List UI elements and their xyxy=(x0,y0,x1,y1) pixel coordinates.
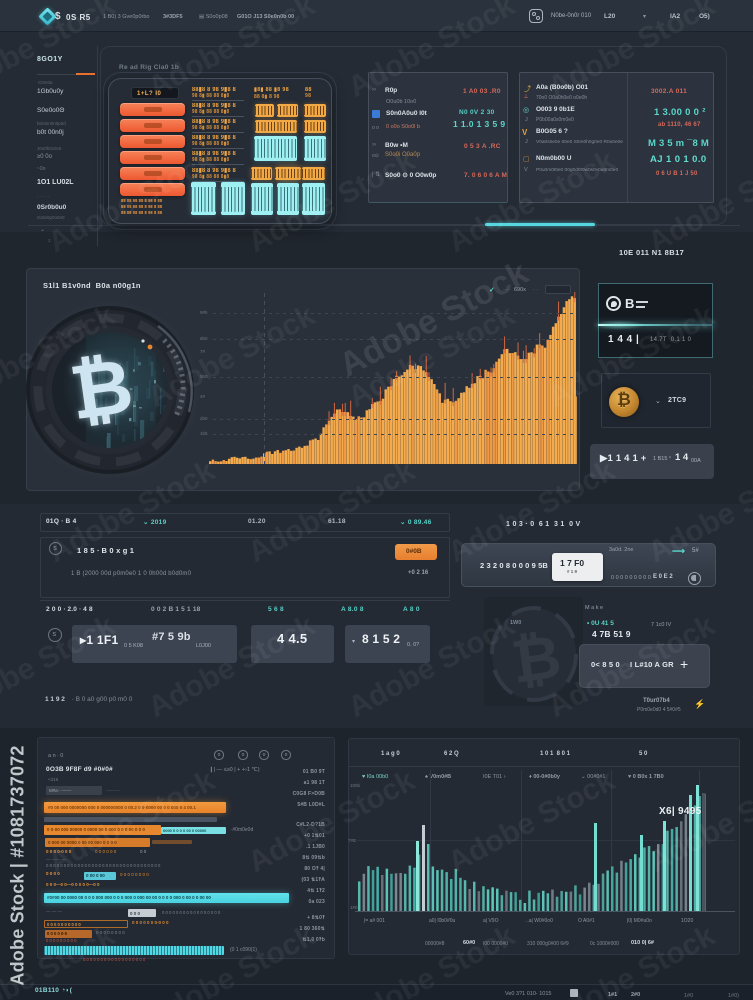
svg-text:₿: ₿ xyxy=(65,343,138,436)
svg-text:₿: ₿ xyxy=(507,623,565,696)
svg-text:₿: ₿ xyxy=(65,343,138,436)
